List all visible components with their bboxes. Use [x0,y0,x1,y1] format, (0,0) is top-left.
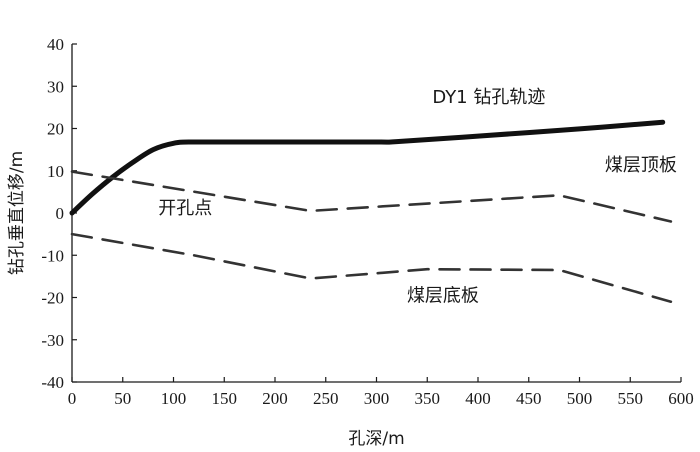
x-tick-label: 500 [567,389,593,408]
x-tick-label: 300 [364,389,390,408]
series-layer [69,119,673,303]
y-tick-label: 0 [56,204,65,223]
y-tick-label: -40 [41,373,64,392]
y-tick-label: -20 [41,289,64,308]
x-tick-label: 400 [465,389,491,408]
y-tick-label: -10 [41,246,64,265]
annotation-label: 煤层顶板 [605,155,677,176]
y-tick-label: 10 [47,162,64,181]
annotation-label: 煤层底板 [407,286,479,307]
x-tick-label: 100 [161,389,187,408]
x-ticks: 0 50 100 150 200 250 300 350 400 450 500 550 600 [68,377,694,408]
series-line-seam-floor [70,232,673,303]
x-tick-label: 150 [212,389,238,408]
x-tick-label: 450 [516,389,542,408]
y-tick-label: -30 [41,331,64,350]
x-tick-label: 550 [618,389,644,408]
y-ticks: 40 30 20 10 0 -10 -20 -30 -40 [41,35,77,392]
y-tick-label: 20 [47,120,64,139]
y-tick-label: 30 [47,77,64,96]
annotation-label: DY1 钻孔轨迹 [432,87,545,108]
series-line-seam-roof [70,170,673,223]
series-line-drill-trajectory [69,119,666,216]
y-tick-label: 40 [47,35,64,54]
x-tick-label: 200 [262,389,288,408]
x-tick-label: 50 [114,389,131,408]
x-tick-label: 250 [313,389,339,408]
x-tick-label: 600 [668,389,694,408]
annotation-label: 开孔点 [158,198,212,219]
x-tick-label: 0 [68,389,77,408]
x-tick-label: 350 [415,389,441,408]
y-axis-title: 钻孔垂直位移/m [7,151,27,275]
x-axis-title: 孔深/m [348,429,404,449]
